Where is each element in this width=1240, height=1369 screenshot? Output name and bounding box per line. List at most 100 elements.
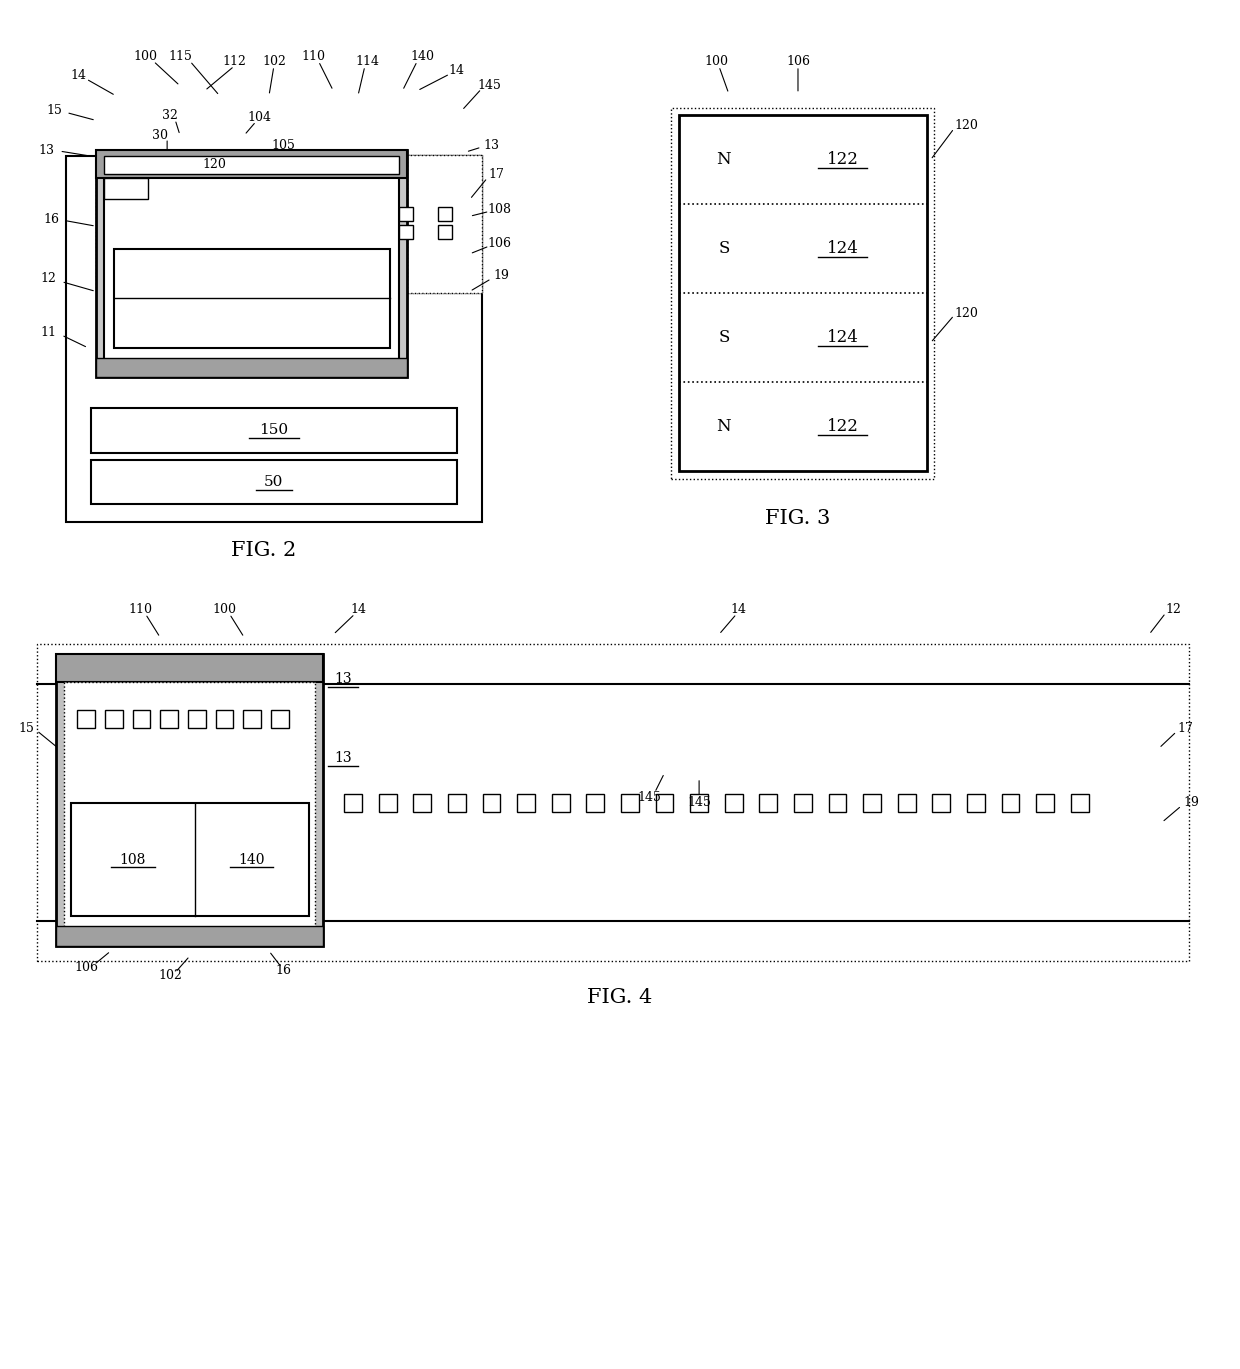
Bar bbox=[828, 794, 847, 812]
Text: 100: 100 bbox=[212, 604, 237, 616]
Text: 114: 114 bbox=[356, 55, 379, 67]
Bar bbox=[1071, 794, 1089, 812]
Bar bbox=[345, 794, 362, 812]
Text: 145: 145 bbox=[687, 797, 711, 809]
Bar bbox=[725, 794, 743, 812]
Text: 15: 15 bbox=[46, 104, 62, 116]
Bar bbox=[898, 794, 915, 812]
Text: 106: 106 bbox=[786, 55, 810, 67]
Text: 112: 112 bbox=[222, 55, 247, 67]
Text: N: N bbox=[717, 152, 732, 168]
Bar bbox=[66, 156, 481, 522]
Bar bbox=[482, 794, 501, 812]
Bar bbox=[967, 794, 985, 812]
Text: 140: 140 bbox=[410, 49, 434, 63]
Text: FIG. 3: FIG. 3 bbox=[765, 509, 831, 528]
Text: 104: 104 bbox=[247, 111, 272, 125]
Bar bbox=[863, 794, 882, 812]
Text: 17: 17 bbox=[489, 168, 505, 181]
Text: 12: 12 bbox=[41, 272, 56, 285]
Text: 14: 14 bbox=[730, 604, 746, 616]
Text: FIG. 4: FIG. 4 bbox=[588, 988, 652, 1008]
Text: 115: 115 bbox=[169, 49, 192, 63]
Text: S: S bbox=[718, 241, 729, 257]
Bar bbox=[1037, 794, 1054, 812]
Bar bbox=[552, 794, 569, 812]
Text: 102: 102 bbox=[262, 55, 286, 67]
Text: 106: 106 bbox=[74, 961, 98, 975]
Text: 13: 13 bbox=[335, 752, 352, 765]
Text: 11: 11 bbox=[41, 326, 57, 340]
Bar bbox=[71, 802, 309, 916]
Text: 110: 110 bbox=[129, 604, 153, 616]
Text: 150: 150 bbox=[259, 423, 289, 437]
Text: 13: 13 bbox=[335, 672, 352, 686]
Bar bbox=[671, 108, 935, 479]
Bar bbox=[587, 794, 604, 812]
Text: 13: 13 bbox=[484, 138, 500, 152]
Bar bbox=[399, 226, 413, 240]
Text: N: N bbox=[717, 419, 732, 435]
Text: 106: 106 bbox=[487, 237, 511, 251]
Bar bbox=[56, 927, 324, 946]
Bar bbox=[104, 157, 399, 370]
Text: 19: 19 bbox=[1184, 797, 1199, 809]
Bar bbox=[408, 155, 481, 293]
Bar bbox=[95, 357, 408, 378]
Bar bbox=[133, 709, 150, 727]
Text: 124: 124 bbox=[827, 330, 858, 346]
Bar bbox=[438, 226, 451, 240]
Bar bbox=[448, 794, 466, 812]
Text: 102: 102 bbox=[159, 969, 182, 982]
Text: 100: 100 bbox=[704, 55, 729, 67]
Text: 140: 140 bbox=[238, 853, 265, 867]
Text: 14: 14 bbox=[71, 70, 86, 82]
Text: 100: 100 bbox=[134, 49, 157, 63]
Bar bbox=[160, 709, 179, 727]
Text: 145: 145 bbox=[637, 791, 662, 804]
Bar bbox=[656, 794, 673, 812]
Text: 122: 122 bbox=[827, 419, 858, 435]
Bar bbox=[243, 709, 262, 727]
Text: 12: 12 bbox=[1166, 604, 1182, 616]
Bar bbox=[517, 794, 534, 812]
Bar bbox=[95, 151, 408, 178]
Bar bbox=[114, 249, 389, 348]
Bar bbox=[56, 654, 324, 682]
Bar bbox=[95, 155, 481, 293]
Bar bbox=[1002, 794, 1019, 812]
Bar bbox=[413, 794, 432, 812]
Bar bbox=[64, 682, 315, 938]
Bar bbox=[91, 460, 456, 504]
Text: 50: 50 bbox=[264, 475, 284, 489]
Bar bbox=[691, 794, 708, 812]
Text: S: S bbox=[718, 330, 729, 346]
Bar bbox=[37, 645, 1189, 961]
Text: 17: 17 bbox=[1178, 721, 1194, 735]
Bar bbox=[794, 794, 812, 812]
Text: FIG. 2: FIG. 2 bbox=[232, 541, 296, 560]
Bar bbox=[438, 208, 451, 222]
Bar bbox=[680, 115, 926, 471]
Text: 108: 108 bbox=[120, 853, 146, 867]
Text: 120: 120 bbox=[954, 307, 978, 320]
Bar bbox=[216, 709, 233, 727]
Text: 13: 13 bbox=[38, 144, 55, 156]
Text: 120: 120 bbox=[954, 119, 978, 131]
Text: 120: 120 bbox=[202, 159, 227, 171]
Text: 124: 124 bbox=[827, 241, 858, 257]
Bar bbox=[399, 208, 413, 222]
Bar bbox=[272, 709, 289, 727]
Bar bbox=[759, 794, 777, 812]
Bar bbox=[105, 709, 123, 727]
Bar bbox=[95, 151, 408, 378]
Text: 14: 14 bbox=[449, 64, 465, 78]
Text: 105: 105 bbox=[272, 138, 296, 152]
Bar bbox=[56, 654, 324, 946]
Bar bbox=[91, 408, 456, 453]
Text: 32: 32 bbox=[162, 110, 179, 122]
Text: 15: 15 bbox=[19, 721, 35, 735]
Text: 145: 145 bbox=[477, 79, 501, 92]
Bar bbox=[932, 794, 950, 812]
Bar bbox=[104, 178, 149, 200]
